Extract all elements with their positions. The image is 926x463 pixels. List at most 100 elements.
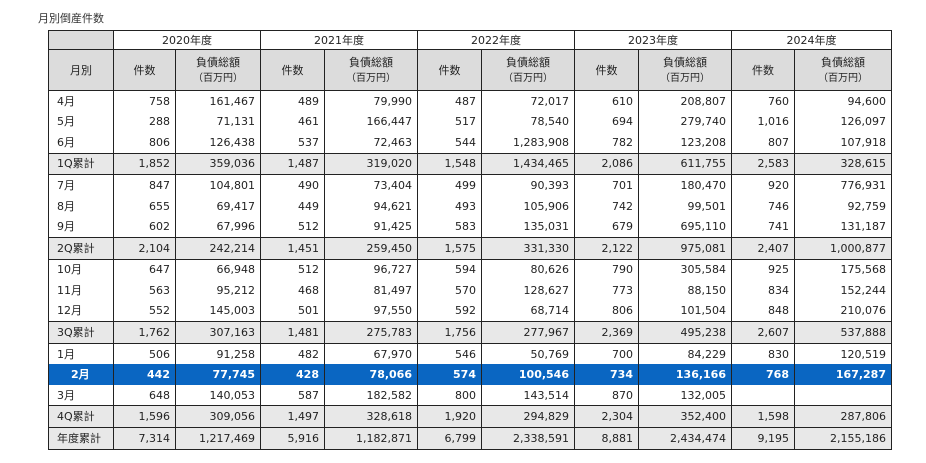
table-row: 4月 758 161,467 489 79,990 487 72,017 610 208,807…	[48, 90, 892, 112]
count-cell: 1,548	[417, 152, 482, 176]
debt-column-header: 負債総額 （百万円）	[324, 49, 418, 91]
count-cell: 746	[731, 195, 795, 217]
count-column-header: 件数	[260, 49, 325, 91]
count-cell: 512	[260, 216, 325, 238]
debt-cell: 287,806	[794, 405, 892, 429]
debt-column-header: 負債総額 （百万円）	[794, 49, 892, 91]
count-cell: 920	[731, 174, 795, 196]
debt-label: 負債総額	[663, 55, 707, 69]
count-cell: 782	[574, 131, 639, 154]
debt-cell: 131,187	[794, 216, 892, 238]
debt-cell: 73,404	[324, 174, 418, 196]
count-cell: 1,016	[731, 111, 795, 132]
count-cell: 7,314	[113, 427, 176, 450]
count-cell: 6,799	[417, 427, 482, 450]
count-cell: 655	[113, 195, 176, 217]
count-cell: 1,596	[113, 405, 176, 429]
count-cell: 760	[731, 90, 795, 112]
debt-cell: 77,745	[175, 364, 261, 385]
table-body: 4月 758 161,467 489 79,990 487 72,017 610 208,807…	[48, 90, 892, 450]
debt-cell: 537,888	[794, 321, 892, 344]
count-cell: 1,497	[260, 405, 325, 429]
debt-cell: 175,568	[794, 259, 892, 281]
row-label: 4月	[48, 90, 114, 112]
count-cell: 741	[731, 216, 795, 238]
debt-cell: 776,931	[794, 174, 892, 196]
debt-cell: 167,287	[794, 364, 892, 385]
debt-cell: 611,755	[638, 152, 732, 176]
count-cell: 800	[417, 384, 482, 406]
debt-cell: 328,615	[794, 152, 892, 176]
row-label: 12月	[48, 300, 114, 322]
column-header-row: 月別 件数 負債総額 （百万円） 件数 負債総額 （百万円） 件数 負債総額 （百万円…	[48, 49, 892, 91]
count-cell: 694	[574, 111, 639, 132]
row-label: 5月	[48, 111, 114, 132]
subtotal-row: 1Q累計 1,852 359,036 1,487 319,020 1,548 1,434,4…	[48, 152, 892, 176]
table-row: 6月 806 126,438 537 72,463 544 1,283,908 782 123,…	[48, 131, 892, 154]
count-cell: 2,369	[574, 321, 639, 344]
debt-cell: 277,967	[481, 321, 575, 344]
debt-cell: 2,155,186	[794, 427, 892, 450]
count-cell: 806	[574, 300, 639, 322]
debt-cell: 152,244	[794, 280, 892, 301]
year-header-2021: 2021年度	[260, 30, 418, 50]
count-cell: 442	[113, 364, 176, 385]
debt-cell: 96,727	[324, 259, 418, 281]
count-cell: 594	[417, 259, 482, 281]
count-cell: 544	[417, 131, 482, 154]
count-cell: 489	[260, 90, 325, 112]
debt-cell: 105,906	[481, 195, 575, 217]
count-cell: 517	[417, 111, 482, 132]
count-cell: 570	[417, 280, 482, 301]
year-header-row: 2020年度 2021年度 2022年度 2023年度 2024年度	[48, 30, 892, 50]
count-cell: 552	[113, 300, 176, 322]
debt-cell: 135,031	[481, 216, 575, 238]
row-label: 6月	[48, 131, 114, 154]
count-cell: 8,881	[574, 427, 639, 450]
count-cell: 428	[260, 364, 325, 385]
count-cell: 647	[113, 259, 176, 281]
count-cell: 1,852	[113, 152, 176, 176]
count-cell: 2,104	[113, 236, 176, 260]
count-cell: 847	[113, 174, 176, 196]
count-cell: 2,086	[574, 152, 639, 176]
count-cell: 487	[417, 90, 482, 112]
row-label: 10月	[48, 259, 114, 281]
debt-cell: 294,829	[481, 405, 575, 429]
count-cell: 742	[574, 195, 639, 217]
debt-cell: 695,110	[638, 216, 732, 238]
count-cell: 848	[731, 300, 795, 322]
debt-cell: 307,163	[175, 321, 261, 344]
debt-cell: 279,740	[638, 111, 732, 132]
debt-cell: 107,918	[794, 131, 892, 154]
debt-cell: 81,497	[324, 280, 418, 301]
count-cell: 830	[731, 343, 795, 365]
count-cell: 2,304	[574, 405, 639, 429]
count-cell: 583	[417, 216, 482, 238]
debt-cell: 352,400	[638, 405, 732, 429]
debt-cell: 97,550	[324, 300, 418, 322]
debt-cell: 309,056	[175, 405, 261, 429]
debt-cell: 78,066	[324, 364, 418, 385]
debt-cell: 319,020	[324, 152, 418, 176]
debt-cell: 79,990	[324, 90, 418, 112]
count-cell: 592	[417, 300, 482, 322]
table-row: 11月 563 95,212 468 81,497 570 128,627 773 88,150…	[48, 280, 892, 301]
debt-cell: 180,470	[638, 174, 732, 196]
debt-cell: 84,229	[638, 343, 732, 365]
count-cell: 1,756	[417, 321, 482, 344]
debt-cell: 94,621	[324, 195, 418, 217]
count-cell: 1,481	[260, 321, 325, 344]
count-cell: 700	[574, 343, 639, 365]
count-cell: 679	[574, 216, 639, 238]
debt-cell: 359,036	[175, 152, 261, 176]
debt-cell: 1,000,877	[794, 236, 892, 260]
debt-unit: （百万円）	[503, 72, 553, 84]
debt-cell: 67,970	[324, 343, 418, 365]
debt-label: 負債総額	[349, 55, 393, 69]
year-header-2023: 2023年度	[574, 30, 732, 50]
table-row: 7月 847 104,801 490 73,404 499 90,393 701 180,470…	[48, 174, 892, 196]
count-cell: 449	[260, 195, 325, 217]
debt-cell: 50,769	[481, 343, 575, 365]
debt-cell: 72,463	[324, 131, 418, 154]
